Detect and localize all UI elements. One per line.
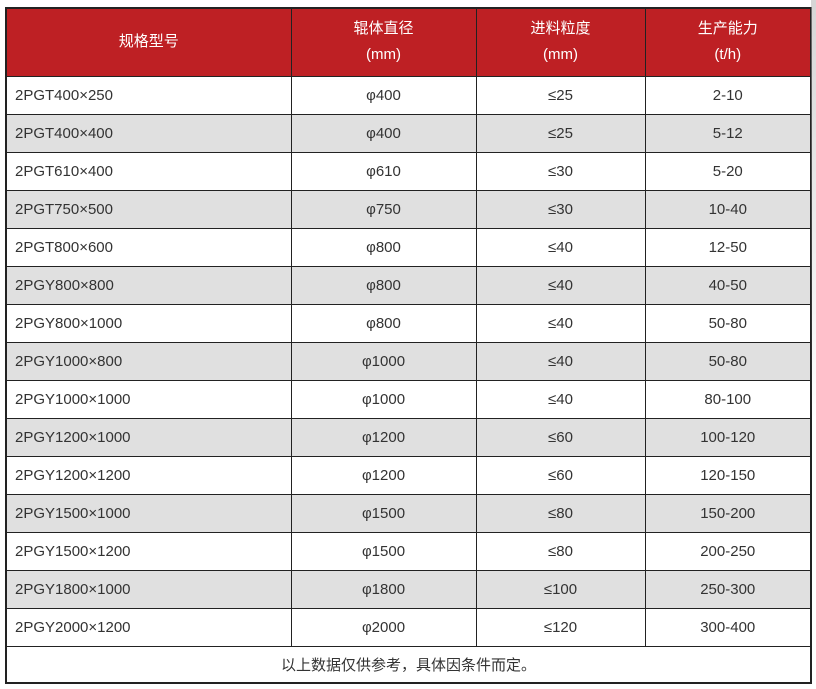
- feed-size-cell: ≤40: [475, 227, 646, 267]
- diameter-cell: φ1200: [290, 417, 477, 457]
- table-header: 规格型号 辊体直径 (mm) 进料粒度 (mm) 生产能力 (t/h): [5, 7, 812, 77]
- diameter-cell: φ400: [290, 75, 477, 115]
- model-cell: 2PGY1500×1000: [5, 493, 292, 533]
- feed-size-cell: ≤80: [475, 531, 646, 571]
- capacity-cell: 150-200: [644, 493, 812, 533]
- model-cell: 2PGT610×400: [5, 151, 292, 191]
- header-label-capacity: 生产能力: [697, 20, 758, 38]
- model-cell: 2PGY1200×1000: [5, 417, 292, 457]
- table-row: 2PGY1800×1000 φ1800 ≤100 250-300: [5, 569, 812, 609]
- feed-size-cell: ≤80: [475, 493, 646, 533]
- header-cell-feed-size: 进料粒度 (mm): [475, 7, 646, 77]
- capacity-cell: 12-50: [644, 227, 812, 267]
- capacity-cell: 80-100: [644, 379, 812, 419]
- feed-size-cell: ≤30: [475, 189, 646, 229]
- table-row: 2PGY1000×1000 φ1000 ≤40 80-100: [5, 379, 812, 419]
- feed-size-cell: ≤25: [475, 75, 646, 115]
- header-row: 规格型号 辊体直径 (mm) 进料粒度 (mm) 生产能力 (t/h): [5, 7, 812, 77]
- model-cell: 2PGT800×600: [5, 227, 292, 267]
- header-cell-diameter: 辊体直径 (mm): [290, 7, 477, 77]
- table-row: 2PGY1500×1200 φ1500 ≤80 200-250: [5, 531, 812, 571]
- table-row: 2PGY1500×1000 φ1500 ≤80 150-200: [5, 493, 812, 533]
- diameter-cell: φ610: [290, 151, 477, 191]
- model-cell: 2PGY1500×1200: [5, 531, 292, 571]
- model-cell: 2PGT750×500: [5, 189, 292, 229]
- footer-note: 以上数据仅供参考，具体因条件而定。: [5, 645, 812, 684]
- table-row: 2PGT400×250 φ400 ≤25 2-10: [5, 75, 812, 115]
- feed-size-cell: ≤100: [475, 569, 646, 609]
- model-cell: 2PGT400×400: [5, 113, 292, 153]
- feed-size-cell: ≤40: [475, 303, 646, 343]
- header-cell-model: 规格型号: [5, 7, 292, 77]
- table-row: 2PGY1200×1200 φ1200 ≤60 120-150: [5, 455, 812, 495]
- table-footer: 以上数据仅供参考，具体因条件而定。: [5, 645, 812, 684]
- table-row: 2PGY800×1000 φ800 ≤40 50-80: [5, 303, 812, 343]
- capacity-cell: 2-10: [644, 75, 812, 115]
- table-row: 2PGY800×800 φ800 ≤40 40-50: [5, 265, 812, 305]
- spec-table: 规格型号 辊体直径 (mm) 进料粒度 (mm) 生产能力 (t/h) 2PGT…: [5, 7, 812, 684]
- header-unit-feed-size: (mm): [543, 46, 578, 64]
- model-cell: 2PGY1000×800: [5, 341, 292, 381]
- capacity-cell: 250-300: [644, 569, 812, 609]
- model-cell: 2PGY1000×1000: [5, 379, 292, 419]
- diameter-cell: φ800: [290, 227, 477, 267]
- capacity-cell: 5-12: [644, 113, 812, 153]
- model-cell: 2PGY1200×1200: [5, 455, 292, 495]
- feed-size-cell: ≤40: [475, 379, 646, 419]
- capacity-cell: 50-80: [644, 341, 812, 381]
- feed-size-cell: ≤40: [475, 341, 646, 381]
- feed-size-cell: ≤60: [475, 455, 646, 495]
- model-cell: 2PGY1800×1000: [5, 569, 292, 609]
- capacity-cell: 200-250: [644, 531, 812, 571]
- diameter-cell: φ2000: [290, 607, 477, 647]
- diameter-cell: φ400: [290, 113, 477, 153]
- table-row: 2PGT800×600 φ800 ≤40 12-50: [5, 227, 812, 267]
- model-cell: 2PGY800×800: [5, 265, 292, 305]
- header-label-diameter: 辊体直径: [353, 20, 414, 38]
- diameter-cell: φ750: [290, 189, 477, 229]
- feed-size-cell: ≤25: [475, 113, 646, 153]
- diameter-cell: φ1200: [290, 455, 477, 495]
- table-row: 2PGY2000×1200 φ2000 ≤120 300-400: [5, 607, 812, 647]
- feed-size-cell: ≤30: [475, 151, 646, 191]
- model-cell: 2PGY2000×1200: [5, 607, 292, 647]
- header-label-feed-size: 进料粒度: [530, 20, 591, 38]
- capacity-cell: 100-120: [644, 417, 812, 457]
- model-cell: 2PGY800×1000: [5, 303, 292, 343]
- table-row: 2PGY1000×800 φ1000 ≤40 50-80: [5, 341, 812, 381]
- header-label-model: 规格型号: [118, 33, 179, 51]
- capacity-cell: 120-150: [644, 455, 812, 495]
- diameter-cell: φ1500: [290, 531, 477, 571]
- capacity-cell: 300-400: [644, 607, 812, 647]
- header-unit-diameter: (mm): [366, 46, 401, 64]
- header-unit-capacity: (t/h): [714, 46, 742, 64]
- feed-size-cell: ≤120: [475, 607, 646, 647]
- capacity-cell: 50-80: [644, 303, 812, 343]
- footer-row: 以上数据仅供参考，具体因条件而定。: [5, 645, 812, 684]
- table-row: 2PGT400×400 φ400 ≤25 5-12: [5, 113, 812, 153]
- header-cell-capacity: 生产能力 (t/h): [644, 7, 812, 77]
- table-row: 2PGY1200×1000 φ1200 ≤60 100-120: [5, 417, 812, 457]
- capacity-cell: 40-50: [644, 265, 812, 305]
- table-row: 2PGT610×400 φ610 ≤30 5-20: [5, 151, 812, 191]
- feed-size-cell: ≤40: [475, 265, 646, 305]
- feed-size-cell: ≤60: [475, 417, 646, 457]
- diameter-cell: φ1000: [290, 379, 477, 419]
- capacity-cell: 10-40: [644, 189, 812, 229]
- table-body: 2PGT400×250 φ400 ≤25 2-10 2PGT400×400 φ400 ≤25…: [5, 75, 812, 647]
- diameter-cell: φ1500: [290, 493, 477, 533]
- diameter-cell: φ1000: [290, 341, 477, 381]
- capacity-cell: 5-20: [644, 151, 812, 191]
- diameter-cell: φ800: [290, 265, 477, 305]
- model-cell: 2PGT400×250: [5, 75, 292, 115]
- diameter-cell: φ1800: [290, 569, 477, 609]
- table-row: 2PGT750×500 φ750 ≤30 10-40: [5, 189, 812, 229]
- diameter-cell: φ800: [290, 303, 477, 343]
